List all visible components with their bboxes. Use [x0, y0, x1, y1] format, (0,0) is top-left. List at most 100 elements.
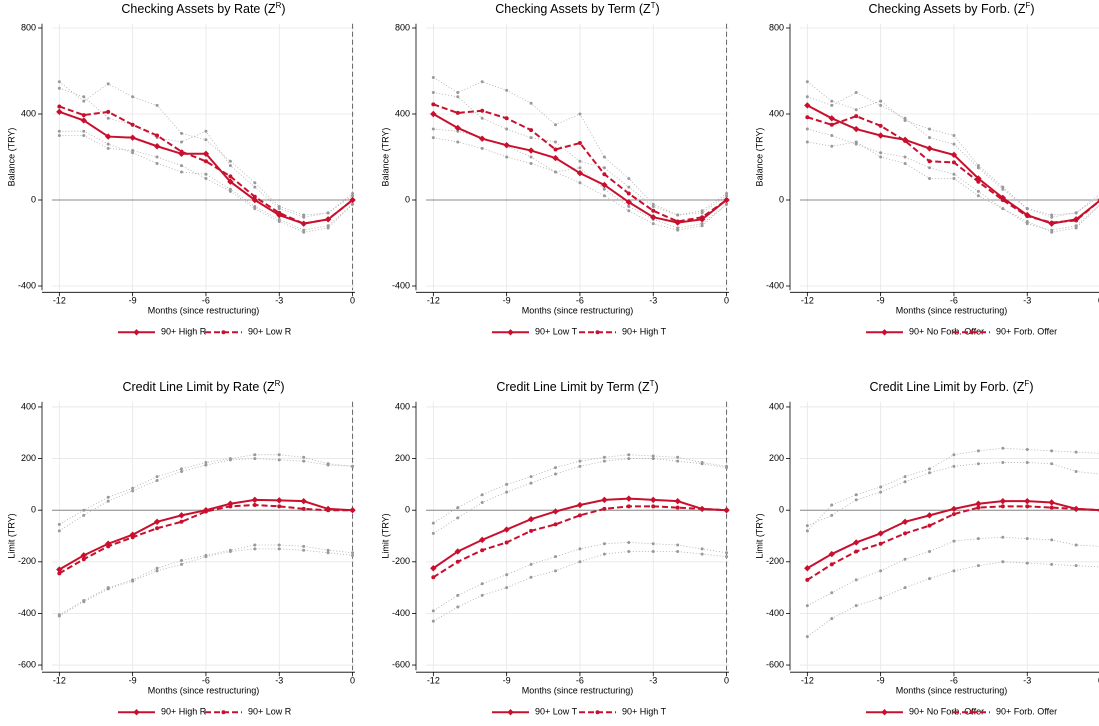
confidence-point: [57, 522, 61, 526]
confidence-point: [180, 559, 184, 563]
confidence-point: [903, 155, 907, 159]
data-point: [626, 504, 631, 509]
confidence-point: [928, 549, 932, 553]
confidence-point: [302, 544, 306, 548]
x-axis-label: Months (since restructuring): [522, 306, 634, 316]
confidence-point: [854, 142, 858, 146]
data-point: [999, 194, 1007, 202]
confidence-point: [903, 557, 907, 561]
data-point: [601, 181, 608, 189]
data-point: [277, 210, 282, 215]
confidence-point: [676, 459, 680, 463]
confidence-point: [554, 140, 558, 144]
y-axis-label: Limit (TRY): [380, 513, 390, 558]
data-point: [504, 540, 509, 545]
data-point: [105, 133, 112, 140]
y-tick-label: -400: [392, 280, 410, 290]
data-point: [430, 565, 437, 572]
confidence-point: [854, 108, 858, 112]
y-tick-label: 400: [395, 401, 410, 411]
legend-marker: [221, 710, 226, 715]
confidence-point: [676, 226, 680, 230]
confidence-point: [155, 103, 159, 107]
confidence-point: [253, 181, 257, 185]
x-tick-label: -9: [129, 296, 137, 306]
confidence-point: [529, 575, 533, 579]
confidence-point: [505, 573, 509, 577]
confidence-point: [204, 129, 208, 133]
confidence-point: [131, 149, 135, 153]
confidence-line: [807, 81, 1099, 218]
data-point: [700, 506, 705, 511]
title-part: ): [281, 2, 285, 16]
data-point: [877, 132, 884, 139]
confidence-point: [725, 202, 729, 206]
confidence-point: [82, 95, 86, 99]
data-point: [529, 528, 534, 533]
confidence-point: [57, 134, 61, 137]
data-point: [277, 504, 282, 509]
confidence-point: [253, 207, 257, 211]
y-axis-label: Balance (TRY): [380, 128, 390, 187]
confidence-point: [830, 513, 834, 517]
y-tick-label: -400: [18, 280, 36, 290]
confidence-point: [106, 116, 110, 120]
confidence-point: [627, 540, 631, 544]
confidence-point: [228, 164, 232, 168]
confidence-point: [277, 547, 281, 551]
confidence-point: [578, 166, 582, 170]
legend-marker: [507, 329, 514, 336]
confidence-point: [627, 453, 631, 457]
x-tick-label: -3: [275, 676, 283, 686]
confidence-point: [131, 95, 135, 99]
confidence-point: [952, 453, 956, 457]
title-part: ): [1029, 380, 1033, 394]
chart-title: Credit Line Limit by Forb. (ZF): [870, 379, 1034, 395]
data-point: [854, 549, 859, 554]
confidence-point: [505, 88, 509, 92]
data-point: [903, 138, 908, 143]
confidence-point: [554, 555, 558, 559]
x-tick-label: 0: [724, 676, 729, 686]
confidence-point: [302, 230, 306, 234]
data-point: [300, 497, 307, 505]
confidence-point: [505, 490, 509, 494]
confidence-point: [1074, 543, 1078, 547]
confidence-point: [651, 549, 655, 553]
confidence-point: [82, 134, 86, 137]
confidence-point: [82, 600, 86, 604]
data-point: [454, 548, 461, 555]
confidence-point: [1050, 462, 1054, 466]
data-point: [577, 141, 582, 146]
confidence-point: [456, 91, 460, 94]
x-tick-label: 0: [350, 676, 355, 686]
y-axis-label: Limit (TRY): [6, 513, 16, 558]
data-point: [251, 496, 259, 504]
data-point: [56, 566, 63, 573]
data-point: [829, 122, 834, 127]
confidence-point: [1001, 446, 1005, 450]
confidence-point: [805, 127, 809, 131]
confidence-point: [302, 213, 306, 217]
confidence-point: [602, 194, 606, 198]
data-point: [829, 562, 834, 567]
y-tick-label: 800: [395, 22, 410, 32]
confidence-point: [351, 194, 355, 198]
confidence-point: [725, 551, 729, 555]
data-point: [878, 123, 883, 128]
confidence-point: [1001, 185, 1005, 189]
y-tick-label: -600: [392, 659, 410, 669]
title-part: T: [651, 1, 656, 10]
confidence-point: [326, 211, 330, 215]
data-point: [129, 134, 136, 141]
confidence-point: [456, 140, 460, 144]
confidence-point: [700, 211, 704, 215]
data-point: [576, 169, 584, 177]
confidence-point: [854, 604, 858, 608]
confidence-point: [1001, 460, 1005, 464]
confidence-point: [505, 127, 509, 131]
data-point: [153, 143, 161, 150]
confidence-point: [253, 457, 257, 461]
data-point: [431, 575, 436, 580]
